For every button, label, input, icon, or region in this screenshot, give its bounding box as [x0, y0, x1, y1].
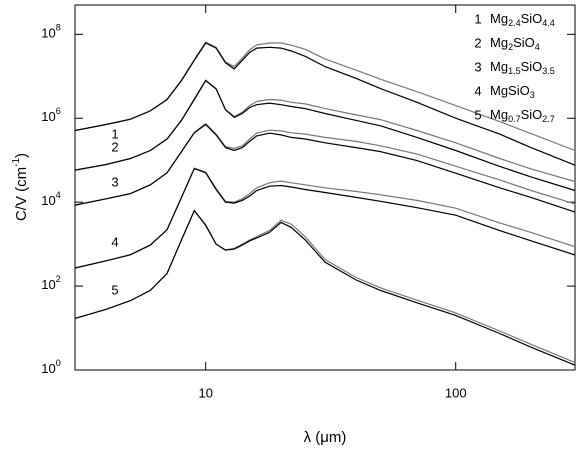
legend-subscript: 3 — [530, 90, 535, 100]
legend-subscript: 2.4 — [508, 18, 521, 28]
y-tick-label: 102 — [41, 274, 60, 292]
series-line — [74, 42, 576, 166]
curve-label: 4 — [111, 234, 118, 249]
plot-frame — [74, 4, 576, 371]
legend-label: MgSiO3 — [490, 83, 535, 100]
curve-label: 5 — [111, 282, 118, 297]
y-tick-exponent: 2 — [56, 274, 61, 284]
legend-number: 2 — [474, 35, 481, 50]
y-tick-exponent: 8 — [56, 23, 61, 33]
legend-label: Mg2.4SiO4.4 — [490, 11, 555, 28]
y-tick-label: 108 — [41, 23, 60, 41]
legend-text: Mg — [490, 35, 508, 50]
y-tick-label: 106 — [41, 107, 60, 125]
legend-label: Mg2SiO4 — [490, 35, 540, 52]
legend-number: 3 — [474, 59, 481, 74]
y-tick-exponent: 0 — [56, 358, 61, 368]
series-line-alt — [74, 209, 576, 364]
legend-text: Mg — [490, 107, 508, 122]
legend-text: SiO — [521, 107, 543, 122]
x-tick-label: 100 — [445, 385, 467, 400]
legend-text: MgSiO — [490, 83, 530, 98]
y-tick-base: 10 — [41, 26, 55, 41]
y-tick-label: 104 — [41, 191, 60, 209]
legend-text: SiO — [513, 35, 535, 50]
x-axis-label: λ (μm) — [304, 429, 347, 446]
y-tick-base: 10 — [41, 361, 55, 376]
series-line-alt — [74, 167, 576, 269]
legend-text: SiO — [521, 11, 543, 26]
legend-text: SiO — [521, 59, 543, 74]
legend-subscript: 0.7 — [508, 114, 521, 124]
legend-subscript: 1.5 — [508, 66, 521, 76]
legend-label: Mg0.7SiO2.7 — [490, 107, 555, 124]
y-tick-base: 10 — [41, 110, 55, 125]
legend-text: Mg — [490, 59, 508, 74]
y-tick-base: 10 — [41, 194, 55, 209]
x-tick-label: 10 — [198, 385, 212, 400]
legend-subscript: 3.5 — [542, 66, 555, 76]
legend-subscript: 2 — [508, 42, 513, 52]
y-axis-label-exponent: -1 — [11, 158, 22, 167]
y-tick-base: 10 — [41, 278, 55, 293]
y-tick-exponent: 6 — [56, 107, 61, 117]
legend-subscript: 4.4 — [542, 18, 555, 28]
series-line — [74, 79, 576, 192]
curve-label: 1 — [111, 126, 118, 141]
series-line — [74, 167, 576, 269]
legend-number: 5 — [474, 107, 481, 122]
y-tick-exponent: 4 — [56, 191, 61, 201]
y-tick-label: 100 — [41, 358, 60, 376]
curve-label: 3 — [111, 174, 118, 189]
y-axis-label: C/V (cm-1) — [11, 153, 30, 221]
legend-number: 1 — [474, 11, 481, 26]
legend-label: Mg1.5SiO3.5 — [490, 59, 555, 76]
series-line — [74, 209, 576, 366]
legend-subscript: 4 — [535, 42, 540, 52]
series-line — [74, 123, 576, 213]
legend-text: Mg — [490, 11, 508, 26]
curve-label: 2 — [111, 139, 118, 154]
y-axis-label-text: C/V (cm — [13, 167, 30, 221]
y-axis-label-end: ) — [13, 153, 30, 158]
legend-subscript: 2.7 — [542, 114, 555, 124]
legend-number: 4 — [474, 83, 481, 98]
